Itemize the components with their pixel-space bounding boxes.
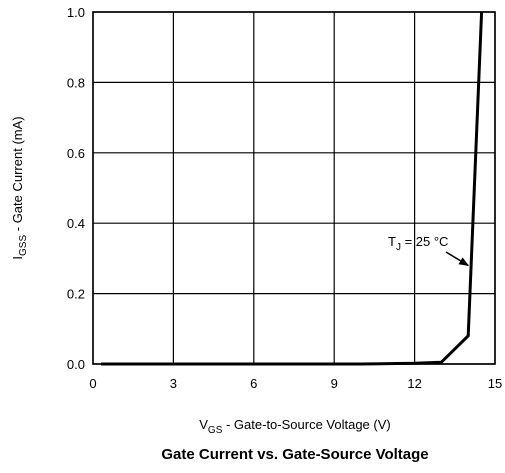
x-axis-label-rest: - Gate-to-Source Voltage (V) [222,417,390,432]
annotation-sub: J [396,242,401,253]
y-tick-label: 0.4 [67,216,85,231]
y-tick-label: 0.0 [67,357,85,372]
y-axis-label: IGSS - Gate Current (mA) [10,116,29,259]
x-tick-label: 12 [407,376,421,391]
y-tick-label: 0.6 [67,146,85,161]
x-axis-label-sub: GS [208,425,223,436]
x-tick-labels: 0 3 6 9 12 15 [89,376,502,391]
x-axis-label: VGS - Gate-to-Source Voltage (V) [199,417,390,436]
x-tick-label: 15 [488,376,502,391]
annotation-label: TJ = 25 °C [388,234,448,253]
plot-background [93,12,495,364]
chart-title: Gate Current vs. Gate-Source Voltage [161,446,428,463]
y-axis-label-sub: GSS [18,235,29,256]
y-axis-label-main: I [10,256,25,260]
y-tick-labels: 0.0 0.2 0.4 0.6 0.8 1.0 [67,5,85,372]
annotation-main: T [388,234,396,249]
x-tick-label: 0 [89,376,96,391]
plot-frame [92,11,496,365]
x-axis-label-main: V [199,417,208,432]
x-tick-label: 3 [170,376,177,391]
annotation-rest: = 25 °C [401,234,448,249]
y-tick-label: 0.2 [67,287,85,302]
x-tick-label: 6 [250,376,257,391]
annotation-arrow [445,251,470,267]
temperature-annotation: TJ = 25 °C [388,234,470,267]
y-tick-label: 1.0 [67,5,85,20]
y-axis-label-rest: - Gate Current (mA) [10,116,25,234]
y-tick-label: 0.8 [67,75,85,90]
x-tick-label: 9 [331,376,338,391]
